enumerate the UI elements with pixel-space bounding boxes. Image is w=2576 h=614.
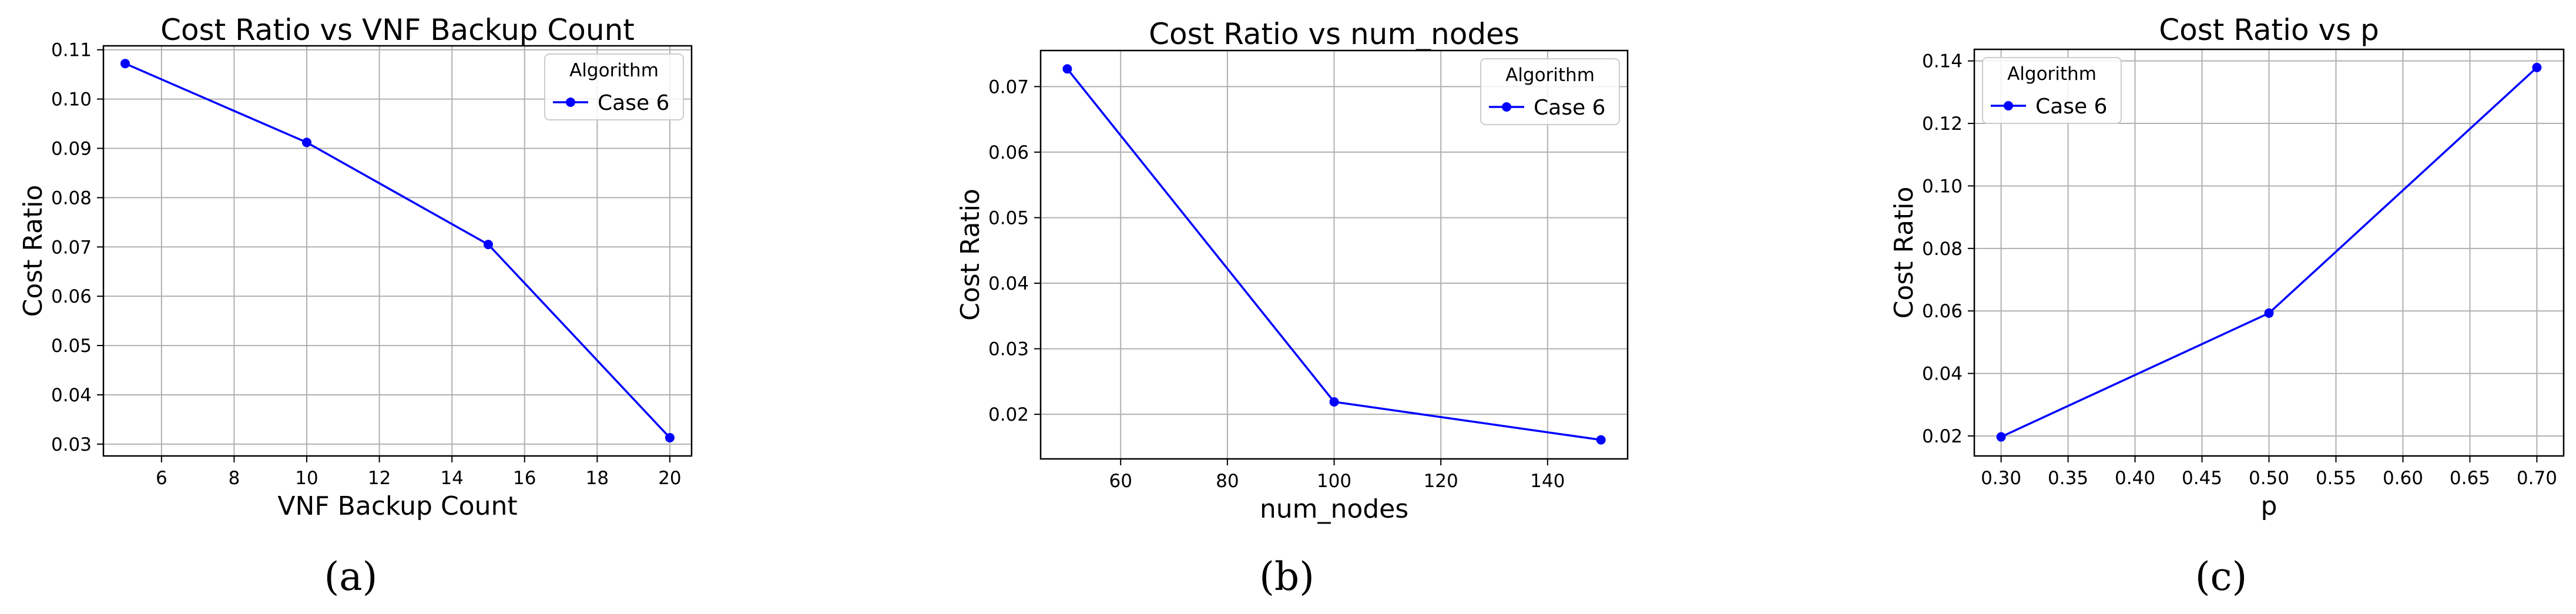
chart-title: Cost Ratio vs p (2159, 13, 2379, 47)
x-tick-label: 20 (658, 468, 681, 489)
chart-3: 0.30 0.35 0.40 0.45 0.50 0.55 0.60 0.65 0.70 0.02… (1889, 13, 2565, 599)
x-tick-label: 0.45 (2182, 468, 2222, 489)
legend-marker (566, 98, 575, 107)
data-point (302, 137, 312, 147)
subfigure-caption: (c) (2195, 554, 2247, 599)
chart-title: Cost Ratio vs VNF Backup Count (160, 13, 635, 47)
x-axis-label: num_nodes (1260, 494, 1408, 524)
x-tick-label: 0.65 (2450, 468, 2490, 489)
plot-frame (1039, 49, 1629, 460)
x-axis-label: p (2261, 491, 2278, 521)
x-axis-label: VNF Backup Count (277, 491, 517, 521)
x-tick-label: 14 (440, 468, 463, 489)
x-tick-label: 6 (156, 468, 167, 489)
x-tick-label: 60 (1109, 471, 1132, 492)
chart-title: Cost Ratio vs num_nodes (1149, 17, 1520, 51)
x-tick-label: 8 (229, 468, 240, 489)
y-tick-label: 0.02 (988, 404, 1029, 425)
legend-title: Algorithm (1505, 65, 1595, 86)
y-tick-label: 0.10 (51, 89, 92, 110)
y-tick-label: 0.07 (51, 237, 92, 258)
y-tick-label: 0.10 (1922, 176, 1963, 197)
data-point (1062, 64, 1072, 74)
legend-marker (2004, 101, 2013, 110)
x-tick-label: 140 (1530, 471, 1565, 492)
plot-frame (1973, 48, 2565, 457)
legend-marker (1502, 102, 1511, 112)
x-tick-label: 0.60 (2383, 468, 2423, 489)
y-tick-label: 0.02 (1922, 426, 1963, 447)
legend: Algorithm Case 6 (1480, 58, 1620, 125)
chart-2: 60 80 100 120 140 0.02 0.03 0.04 0.05 0.06 0.07 Cos… (955, 17, 1629, 599)
legend-box (1982, 57, 2122, 124)
chart-1: 6 8 10 12 14 16 18 20 0.03 0.04 0.05 0.06 0.07 0.08 0.… (18, 13, 693, 599)
data-point (665, 432, 675, 442)
y-tick-label: 0.07 (988, 76, 1029, 98)
x-tick-label: 0.40 (2115, 468, 2155, 489)
x-tick-label: 100 (1317, 471, 1351, 492)
data-point (1596, 435, 1606, 445)
x-tick-label: 0.55 (2316, 468, 2356, 489)
x-tick-label: 0.70 (2517, 468, 2557, 489)
legend-label: Case 6 (598, 91, 669, 115)
x-tick-label: 0.35 (2048, 468, 2088, 489)
x-tick-label: 18 (586, 468, 609, 489)
y-tick-label: 0.06 (988, 142, 1029, 163)
data-point (2532, 62, 2542, 72)
y-tick-label: 0.08 (1922, 239, 1963, 260)
legend: Algorithm Case 6 (1982, 57, 2122, 124)
y-axis-label: Cost Ratio (1889, 187, 1919, 319)
y-tick-label: 0.04 (1922, 364, 1963, 385)
y-tick-label: 0.03 (988, 339, 1029, 360)
y-tick-label: 0.08 (51, 187, 92, 209)
subfigure-caption: (a) (324, 554, 378, 599)
legend-label: Case 6 (2035, 95, 2107, 119)
x-tick-label: 12 (368, 468, 391, 489)
data-point (1329, 397, 1339, 407)
data-point (1996, 432, 2006, 442)
y-tick-label: 0.05 (51, 335, 92, 357)
legend-title: Algorithm (2007, 63, 2097, 85)
plot-frame (102, 45, 693, 457)
y-axis-label: Cost Ratio (18, 185, 48, 317)
y-tick-label: 0.03 (51, 434, 92, 455)
data-point (483, 240, 493, 250)
y-tick-label: 0.14 (1922, 51, 1963, 72)
x-tick-label: 16 (513, 468, 536, 489)
y-tick-label: 0.05 (988, 207, 1029, 229)
legend-box (544, 53, 684, 120)
y-tick-label: 0.06 (1922, 301, 1963, 322)
y-tick-label: 0.11 (51, 40, 92, 61)
series-line (125, 62, 671, 439)
y-tick-label: 0.04 (51, 385, 92, 406)
x-tick-label: 0.50 (2249, 468, 2289, 489)
y-tick-label: 0.06 (51, 286, 92, 307)
legend-title: Algorithm (569, 60, 659, 81)
y-tick-label: 0.04 (988, 273, 1029, 294)
x-tick-label: 10 (295, 468, 318, 489)
legend-box (1480, 58, 1620, 125)
y-axis-label: Cost Ratio (955, 189, 985, 321)
x-tick-label: 80 (1216, 471, 1239, 492)
data-point (2264, 308, 2274, 318)
subfigure-caption: (b) (1259, 554, 1314, 599)
y-tick-label: 0.12 (1922, 113, 1963, 135)
legend-label: Case 6 (1534, 96, 1605, 120)
x-tick-label: 0.30 (1981, 468, 2021, 489)
data-point (120, 59, 130, 69)
y-tick-label: 0.09 (51, 139, 92, 160)
x-tick-label: 120 (1424, 471, 1458, 492)
legend: Algorithm Case 6 (544, 53, 684, 120)
